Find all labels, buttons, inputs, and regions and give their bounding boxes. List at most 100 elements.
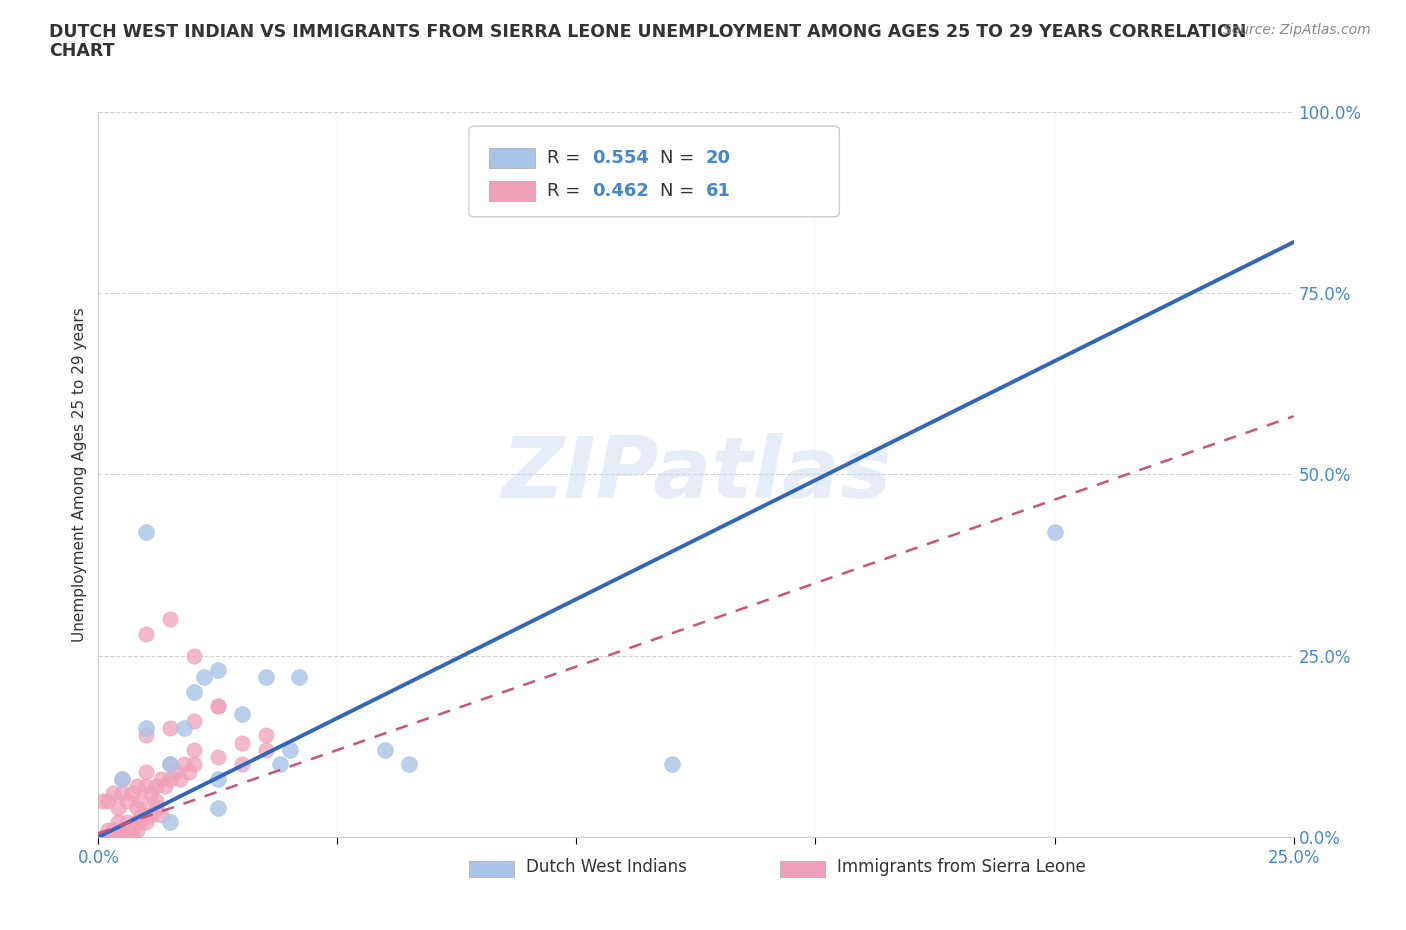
Point — [207, 699, 229, 714]
Point — [159, 772, 181, 787]
Point — [121, 786, 143, 801]
Point — [135, 525, 157, 539]
Point — [183, 684, 205, 699]
Point — [173, 721, 195, 736]
Point — [131, 815, 153, 830]
Point — [149, 808, 172, 823]
Point — [135, 808, 157, 823]
Point — [183, 742, 205, 757]
Text: DUTCH WEST INDIAN VS IMMIGRANTS FROM SIERRA LEONE UNEMPLOYMENT AMONG AGES 25 TO : DUTCH WEST INDIAN VS IMMIGRANTS FROM SIE… — [49, 23, 1247, 41]
Point — [135, 627, 157, 642]
Point — [183, 648, 205, 663]
Point — [231, 736, 253, 751]
Point — [288, 670, 311, 684]
Point — [111, 786, 134, 801]
Point — [1043, 525, 1066, 539]
Text: R =: R = — [547, 149, 585, 167]
Point — [97, 830, 120, 844]
Text: ZIPatlas: ZIPatlas — [501, 432, 891, 516]
Point — [183, 757, 205, 772]
Point — [149, 772, 172, 787]
Text: Immigrants from Sierra Leone: Immigrants from Sierra Leone — [837, 858, 1085, 876]
Point — [661, 757, 683, 772]
Point — [101, 822, 124, 837]
FancyBboxPatch shape — [489, 148, 534, 168]
Point — [207, 772, 229, 787]
Point — [121, 822, 143, 837]
Point — [139, 786, 162, 801]
FancyBboxPatch shape — [489, 180, 534, 201]
Point — [135, 721, 157, 736]
Point — [231, 757, 253, 772]
Point — [169, 772, 191, 787]
Point — [115, 793, 138, 808]
Point — [163, 764, 186, 779]
Point — [131, 793, 153, 808]
Text: 20: 20 — [706, 149, 731, 167]
Point — [193, 670, 215, 684]
Point — [111, 822, 134, 837]
Y-axis label: Unemployment Among Ages 25 to 29 years: Unemployment Among Ages 25 to 29 years — [72, 307, 87, 642]
Point — [145, 801, 167, 816]
Point — [155, 778, 177, 793]
Text: CHART: CHART — [49, 42, 115, 60]
Point — [135, 764, 157, 779]
Point — [207, 801, 229, 816]
Point — [183, 713, 205, 728]
Point — [135, 728, 157, 743]
Point — [91, 793, 114, 808]
Point — [111, 772, 134, 787]
Point — [131, 808, 153, 823]
Point — [398, 757, 420, 772]
Point — [101, 830, 124, 844]
Point — [159, 757, 181, 772]
Text: 61: 61 — [706, 181, 731, 200]
Point — [207, 699, 229, 714]
Point — [125, 778, 148, 793]
Point — [125, 822, 148, 837]
Point — [159, 757, 181, 772]
Point — [145, 793, 167, 808]
Text: Dutch West Indians: Dutch West Indians — [526, 858, 688, 876]
Point — [97, 822, 120, 837]
Text: 0.462: 0.462 — [592, 181, 650, 200]
Point — [111, 772, 134, 787]
Point — [207, 750, 229, 764]
Text: N =: N = — [661, 149, 695, 167]
Point — [173, 757, 195, 772]
Point — [125, 801, 148, 816]
Point — [159, 612, 181, 627]
Point — [159, 721, 181, 736]
Point — [101, 786, 124, 801]
Point — [111, 830, 134, 844]
Point — [97, 793, 120, 808]
Point — [207, 663, 229, 678]
FancyBboxPatch shape — [470, 861, 515, 877]
Point — [115, 815, 138, 830]
Text: R =: R = — [547, 181, 585, 200]
FancyBboxPatch shape — [779, 861, 825, 877]
Point — [125, 815, 148, 830]
Point — [107, 801, 129, 816]
Point — [135, 778, 157, 793]
Point — [374, 742, 396, 757]
Point — [231, 706, 253, 721]
Point — [145, 778, 167, 793]
Point — [269, 757, 291, 772]
Point — [107, 830, 129, 844]
Text: N =: N = — [661, 181, 695, 200]
Text: Source: ZipAtlas.com: Source: ZipAtlas.com — [1223, 23, 1371, 37]
Point — [139, 808, 162, 823]
Point — [159, 815, 181, 830]
Point — [91, 830, 114, 844]
Point — [135, 815, 157, 830]
FancyBboxPatch shape — [470, 126, 839, 217]
Point — [254, 670, 277, 684]
Point — [179, 764, 201, 779]
Text: 0.554: 0.554 — [592, 149, 650, 167]
Point — [254, 728, 277, 743]
Point — [115, 822, 138, 837]
Point — [107, 815, 129, 830]
Point — [121, 830, 143, 844]
Point — [254, 742, 277, 757]
